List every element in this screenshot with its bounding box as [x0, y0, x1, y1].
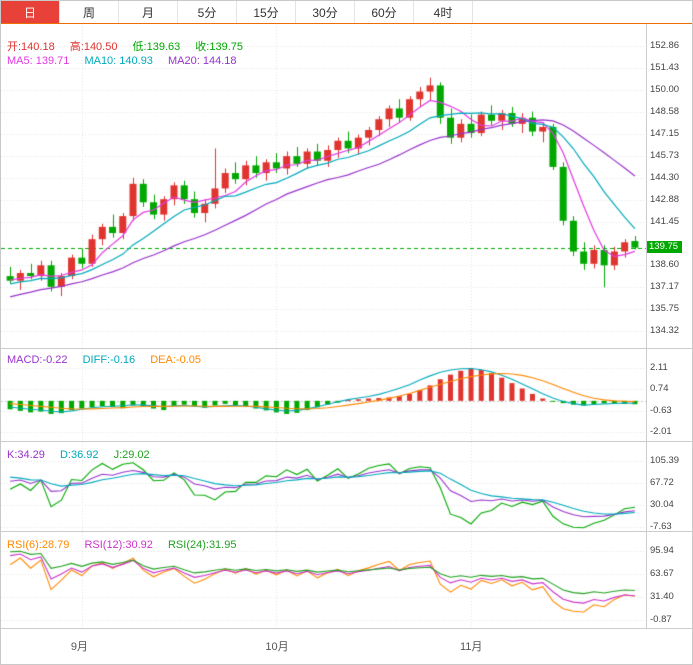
rsi6-value: RSI(6):28.79	[7, 539, 70, 551]
axis-tick-label: 150.00	[650, 84, 680, 95]
axis-tick-label: -0.87	[650, 614, 672, 626]
axis-tick-label: -7.63	[650, 521, 672, 533]
axis-tick-label: -2.01	[650, 425, 672, 437]
rsi-chart[interactable]	[1, 532, 646, 628]
axis-tick-label: 141.45	[650, 215, 680, 227]
ma10-value: MA10: 140.93	[84, 55, 153, 67]
axis-tick-label: 63.67	[650, 568, 674, 580]
dea-value: DEA:-0.05	[150, 354, 201, 366]
low-value: 低:139.63	[132, 41, 181, 53]
month-label: 11月	[460, 641, 483, 653]
rsi24-value: RSI(24):31.95	[167, 539, 237, 551]
tab-month[interactable]: 月	[119, 1, 178, 23]
axis-tick-label: 30.04	[650, 499, 674, 511]
axis-tick-label: 138.60	[650, 259, 680, 271]
j-value: J:29.02	[113, 449, 150, 461]
kdj-panel: K:34.29 D:36.92 J:29.02 105.39 67.72 30.04…	[1, 441, 692, 533]
rsi-readout: RSI(6):28.79 RSI(12):30.92 RSI(24):31.95	[7, 539, 248, 551]
kdj-readout: K:34.29 D:36.92 J:29.02	[7, 449, 162, 461]
tab-4hour[interactable]: 4时	[414, 1, 473, 23]
price-axis: 139.75 152.86 151.43 150.00 148.58 147.15 145…	[646, 24, 692, 348]
axis-tick-label: 95.94	[650, 545, 674, 557]
kdj-axis: 105.39 67.72 30.04 -7.63	[646, 442, 692, 533]
axis-tick-label: 134.32	[650, 325, 680, 337]
month-label: 9月	[70, 641, 88, 653]
macd-chart[interactable]	[1, 349, 646, 441]
tab-5min[interactable]: 5分	[178, 1, 237, 23]
axis-tick-label: 151.43	[650, 62, 680, 74]
candlestick-chart[interactable]	[1, 24, 646, 348]
axis-tick-label: 0.74	[650, 383, 669, 395]
close-value: 收:139.75	[195, 41, 243, 53]
ohlc-readout: 开:140.18 高:140.50 低:139.63 收:139.75	[7, 38, 255, 54]
d-value: D:36.92	[59, 449, 99, 461]
macd-readout: MACD:-0.22 DIFF:-0.16 DEA:-0.05	[7, 354, 213, 366]
tab-day[interactable]: 日	[1, 1, 60, 23]
rsi-axis: 95.94 63.67 31.40 -0.87	[646, 532, 692, 628]
axis-tick-label: -0.63	[650, 404, 672, 416]
diff-value: DIFF:-0.16	[82, 354, 136, 366]
tab-week[interactable]: 周	[60, 1, 119, 23]
current-price-badge: 139.75	[647, 240, 683, 253]
macd-panel: MACD:-0.22 DIFF:-0.16 DEA:-0.05 2.11 0.74…	[1, 348, 692, 441]
open-value: 开:140.18	[7, 41, 55, 53]
axis-tick-label: 142.88	[650, 193, 680, 205]
macd-axis: 2.11 0.74 -0.63 -2.01	[646, 349, 692, 441]
axis-tick-label: 148.58	[650, 105, 680, 117]
tab-60min[interactable]: 60分	[355, 1, 414, 23]
axis-tick-label: 105.39	[650, 454, 680, 466]
k-value: K:34.29	[7, 449, 45, 461]
axis-tick-label: 144.30	[650, 171, 680, 183]
axis-tick-label: 2.11	[650, 362, 668, 374]
kdj-chart[interactable]	[1, 442, 646, 531]
axis-tick-label: 31.40	[650, 591, 674, 603]
tab-15min[interactable]: 15分	[237, 1, 296, 23]
time-axis: 9月 10月 11月	[1, 628, 692, 664]
axis-tick-label: 67.72	[650, 476, 674, 488]
macd-value: MACD:-0.22	[7, 354, 68, 366]
ma5-value: MA5: 139.71	[7, 55, 70, 67]
high-value: 高:140.50	[69, 41, 118, 53]
rsi12-value: RSI(12):30.92	[84, 539, 153, 551]
ma20-value: MA20: 144.18	[168, 55, 237, 67]
period-toolbar: 日 周 月 5分 15分 30分 60分 4时	[1, 1, 692, 24]
tab-30min[interactable]: 30分	[296, 1, 355, 23]
axis-tick-label: 135.75	[650, 303, 680, 315]
axis-tick-label: 145.73	[650, 149, 680, 161]
axis-tick-label: 152.86	[650, 40, 680, 52]
price-panel: 开:140.18 高:140.50 低:139.63 收:139.75 MA5:…	[1, 24, 692, 348]
month-label: 10月	[265, 641, 289, 653]
rsi-panel: RSI(6):28.79 RSI(12):30.92 RSI(24):31.95…	[1, 531, 692, 628]
axis-tick-label: 137.17	[650, 281, 680, 293]
ma-readout: MA5: 139.71 MA10: 140.93 MA20: 144.18	[7, 55, 249, 67]
axis-tick-label: 147.15	[650, 127, 680, 139]
